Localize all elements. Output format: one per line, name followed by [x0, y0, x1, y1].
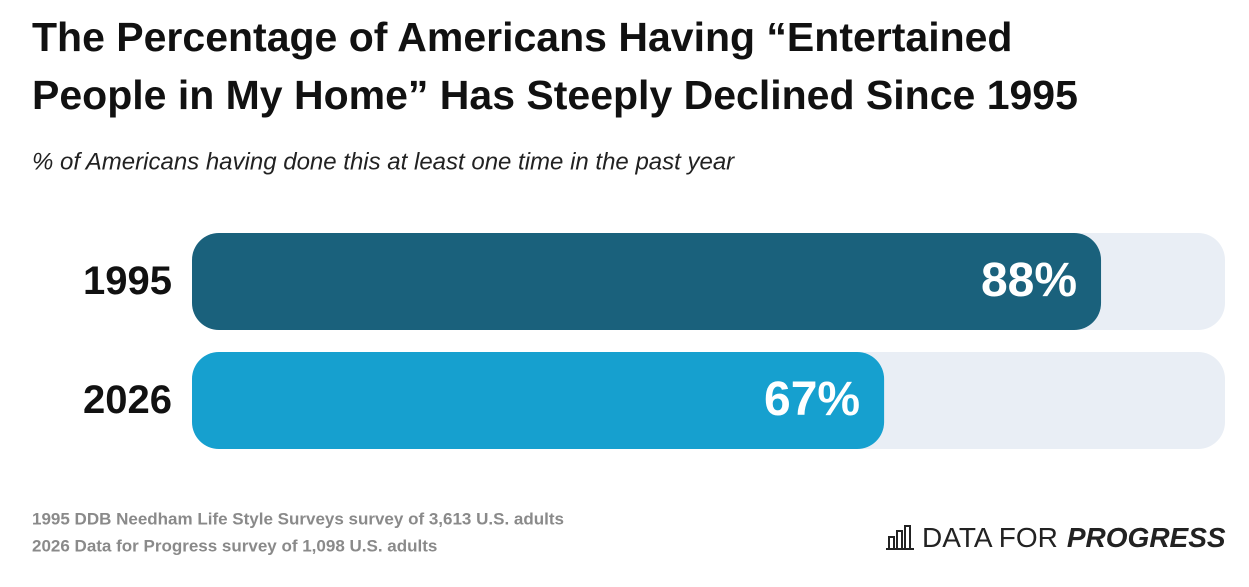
- brand-light: DATA FOR: [922, 522, 1058, 553]
- brand: DATA FOR PROGRESS: [922, 522, 1226, 553]
- source-note: 1995 DDB Needham Life Style Surveys surv…: [32, 509, 564, 528]
- bar: [192, 352, 885, 449]
- value-label: 67%: [764, 373, 860, 426]
- brand-icon: [886, 525, 914, 550]
- value-label: 88%: [981, 254, 1077, 307]
- chart-title: People in My Home” Has Steeply Declined …: [32, 72, 1078, 118]
- category-label: 2026: [83, 378, 172, 422]
- bar: [192, 233, 1102, 330]
- category-label: 1995: [83, 259, 172, 303]
- chart-subtitle: % of Americans having done this at least…: [32, 148, 735, 175]
- brand-bold: PROGRESS: [1067, 522, 1226, 553]
- source-note: 2026 Data for Progress survey of 1,098 U…: [32, 536, 437, 555]
- chart-title: The Percentage of Americans Having “Ente…: [32, 14, 1012, 60]
